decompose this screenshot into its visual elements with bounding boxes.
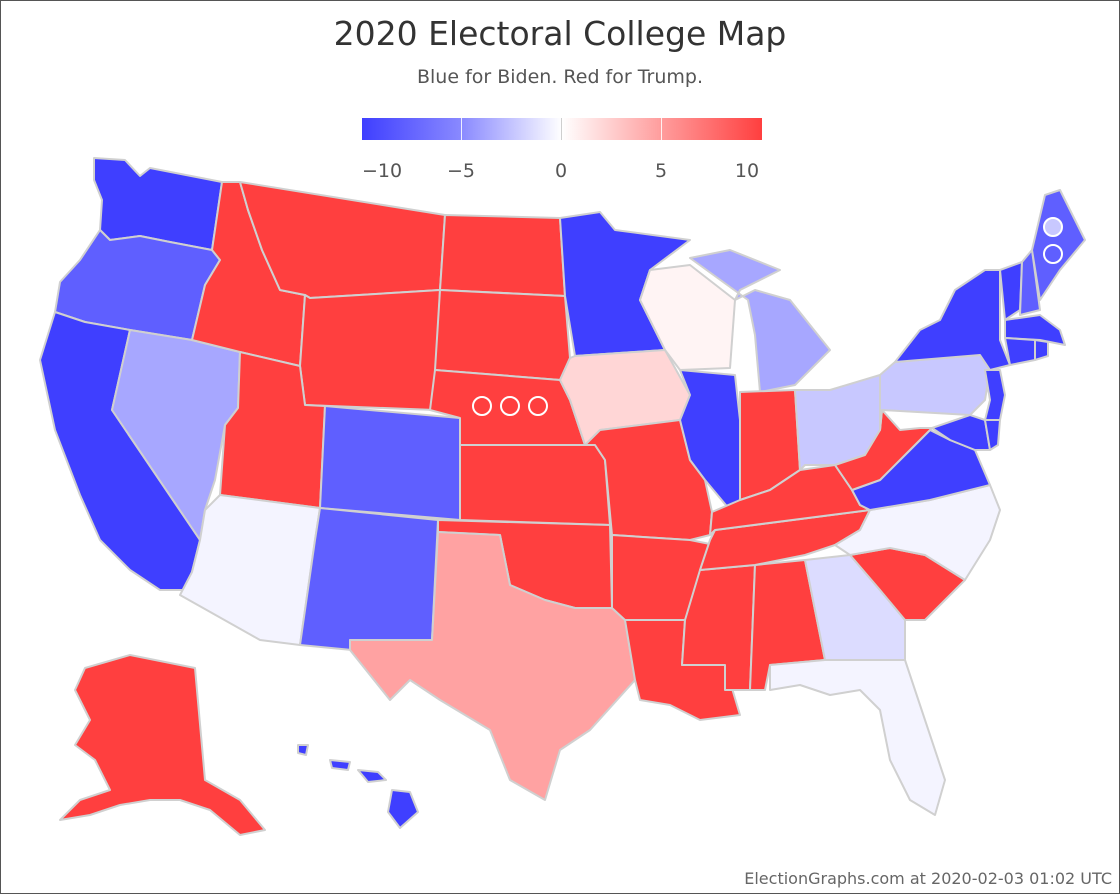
state-wi[interactable]	[639, 264, 736, 371]
page-subtitle: Blue for Biden. Red for Trump.	[416, 66, 703, 88]
state-sd[interactable]	[434, 289, 571, 381]
state-mi[interactable]	[689, 249, 831, 393]
state-hi[interactable]	[387, 789, 419, 829]
state-co[interactable]	[319, 405, 461, 521]
state-wa[interactable]	[93, 157, 223, 251]
state-vt[interactable]	[999, 261, 1023, 321]
state-wy[interactable]	[299, 289, 441, 411]
district-marker	[1043, 217, 1063, 237]
legend-label: −5	[446, 160, 475, 182]
state-hi[interactable]	[297, 744, 309, 756]
district-marker	[528, 396, 548, 416]
district-marker	[1043, 244, 1063, 264]
state-ak[interactable]	[59, 654, 266, 836]
state-ri[interactable]	[1034, 339, 1049, 361]
district-marker	[500, 396, 520, 416]
legend-color-scale	[362, 118, 762, 140]
state-nh[interactable]	[1019, 249, 1041, 316]
state-hi[interactable]	[357, 769, 387, 783]
state-ks[interactable]	[459, 444, 611, 526]
state-de[interactable]	[984, 419, 1001, 451]
legend-label: 5	[654, 160, 668, 182]
state-hi[interactable]	[329, 759, 351, 771]
legend-label: 10	[734, 160, 760, 182]
state-nm[interactable]	[299, 507, 439, 651]
state-fl[interactable]	[769, 659, 946, 816]
credit-line: ElectionGraphs.com at 2020-02-03 01:02 U…	[744, 869, 1112, 888]
state-ny[interactable]	[894, 269, 1011, 371]
state-nj[interactable]	[984, 369, 1006, 421]
state-ct[interactable]	[1004, 337, 1036, 366]
state-me[interactable]	[1031, 189, 1086, 301]
legend-label: 0	[554, 160, 568, 182]
state-il[interactable]	[679, 369, 741, 511]
state-nd[interactable]	[439, 214, 566, 297]
legend-label: −10	[361, 160, 403, 182]
legend-tick	[461, 118, 462, 140]
state-tx[interactable]	[349, 531, 636, 801]
page-title: 2020 Electoral College Map	[333, 14, 787, 53]
district-marker	[472, 396, 492, 416]
legend-tick	[661, 118, 662, 140]
legend-tick	[561, 118, 562, 140]
